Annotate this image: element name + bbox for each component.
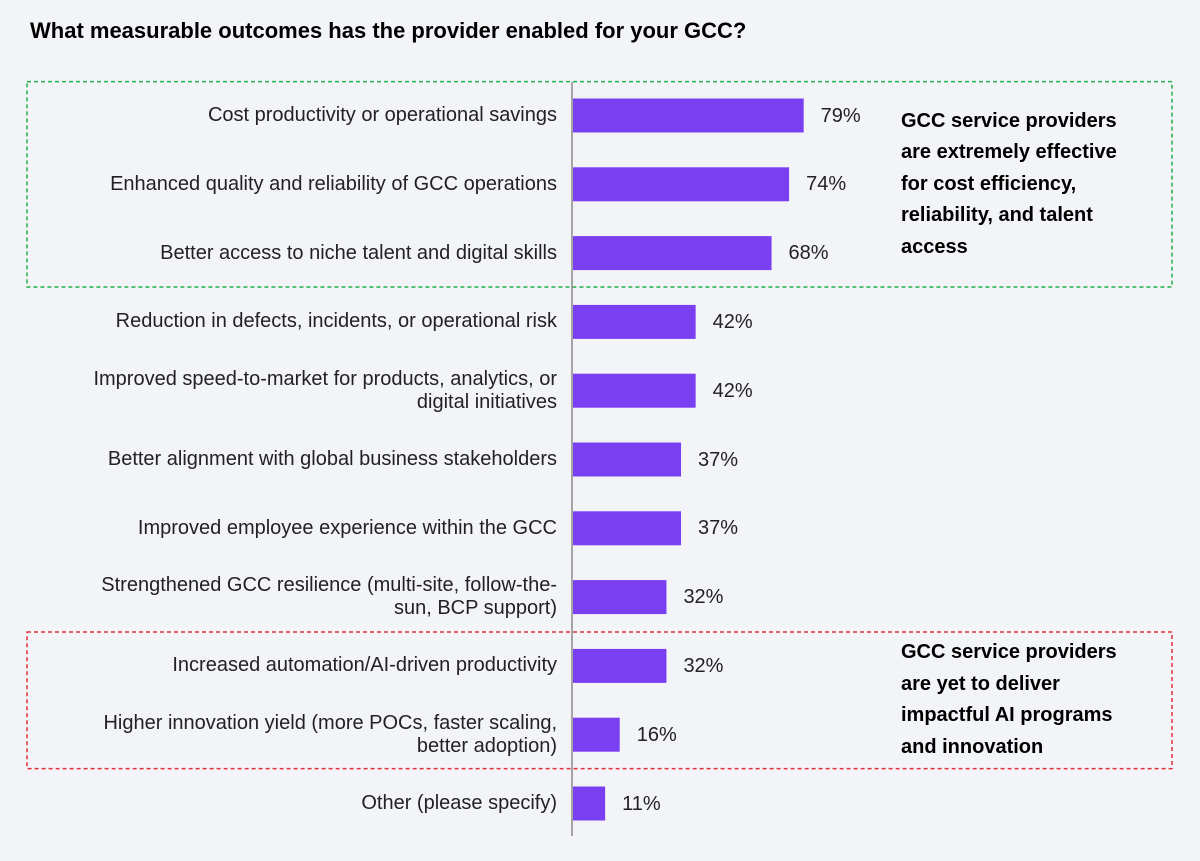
bar-7 — [573, 580, 667, 615]
bar-10 — [573, 786, 606, 821]
value-label-1: 74% — [806, 173, 847, 196]
callout-line: impactful AI programs — [901, 704, 1113, 727]
callout-line: are extremely effective — [901, 141, 1117, 164]
bar-9 — [573, 717, 620, 752]
category-label-line: Improved employee experience within the … — [137, 516, 557, 539]
category-label-line: digital initiatives — [416, 390, 557, 413]
category-label-line: Reduction in defects, incidents, or oper… — [115, 310, 557, 333]
category-label-line: better adoption) — [416, 734, 557, 757]
bar-4 — [573, 373, 696, 408]
category-label-line: Cost productivity or operational savings — [207, 104, 557, 126]
value-label-7: 32% — [683, 586, 724, 609]
value-label-5: 37% — [698, 448, 739, 471]
category-label-8: Increased automation/AI-driven productiv… — [12, 654, 557, 677]
category-label-line: Increased automation/AI-driven productiv… — [172, 654, 557, 677]
bar-3 — [573, 304, 696, 339]
value-label-3: 42% — [712, 310, 753, 333]
value-label-9: 16% — [636, 723, 677, 746]
callout-box-0 — [26, 80, 1173, 288]
callout-line: and innovation — [901, 735, 1044, 758]
category-label-line: Strengthened GCC resilience (multi-site,… — [101, 574, 557, 597]
value-label-4: 42% — [712, 379, 753, 402]
category-label-line: Better access to niche talent and digita… — [160, 241, 557, 264]
category-label-3: Reduction in defects, incidents, or oper… — [12, 310, 557, 333]
chart-title: What measurable outcomes has the provide… — [30, 18, 747, 43]
category-label-1: Enhanced quality and reliability of GCC … — [12, 173, 557, 196]
value-label-2: 68% — [788, 242, 829, 265]
category-label-10: Other (please specify) — [12, 792, 557, 815]
category-label-9: Higher innovation yield (more POCs, fast… — [12, 712, 557, 758]
bar-6 — [573, 511, 682, 546]
bar-8 — [573, 648, 667, 683]
callout-line: GCC service providers — [901, 109, 1117, 132]
bar-2 — [573, 236, 772, 271]
category-label-line: Improved speed-to-market for products, a… — [93, 367, 557, 390]
category-label-line: Higher innovation yield (more POCs, fast… — [103, 711, 557, 734]
callout-line: are yet to deliver — [901, 672, 1060, 695]
category-label-line: Enhanced quality and reliability of GCC … — [110, 172, 557, 195]
value-label-8: 32% — [683, 654, 724, 677]
bar-1 — [573, 167, 790, 202]
value-label-10: 11% — [622, 792, 661, 815]
callout-text-0: GCC service providers are extremely effec… — [901, 106, 1171, 264]
callout-line: reliability, and talent — [901, 204, 1093, 227]
value-label-0: 79% — [820, 104, 861, 127]
callout-line: GCC service providers — [901, 641, 1117, 664]
value-label-6: 37% — [698, 517, 739, 540]
category-label-0: Cost productivity or operational savings — [12, 104, 557, 127]
category-label-line: Other (please specify) — [361, 792, 557, 814]
callout-line: for cost efficiency, — [901, 172, 1077, 195]
callout-box-1 — [26, 631, 1173, 770]
bar-5 — [573, 442, 682, 477]
category-label-6: Improved employee experience within the … — [12, 517, 557, 540]
callout-text-1: GCC service providers are yet to deliver i… — [901, 637, 1171, 763]
category-label-4: Improved speed-to-market for products, a… — [12, 368, 557, 414]
category-label-7: Strengthened GCC resilience (multi-site,… — [12, 574, 557, 620]
category-label-line: Better alignment with global business st… — [107, 448, 557, 470]
category-label-line: sun, BCP support) — [393, 597, 557, 620]
callout-line: access — [901, 235, 968, 258]
category-label-2: Better access to niche talent and digita… — [12, 242, 557, 265]
bar-0 — [573, 98, 804, 133]
category-label-5: Better alignment with global business st… — [12, 448, 557, 471]
